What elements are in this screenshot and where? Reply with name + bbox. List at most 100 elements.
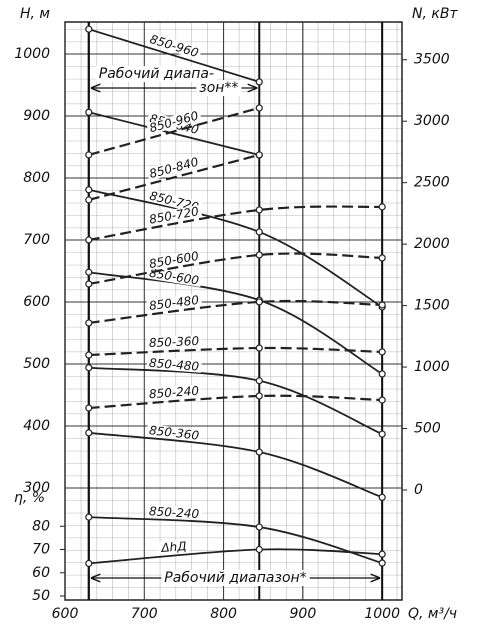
- y3-tick-label: 80: [32, 518, 50, 534]
- point: [378, 348, 386, 356]
- y2-tick-label: 3000: [414, 113, 450, 129]
- y3-tick-label: 60: [32, 565, 50, 581]
- range-label: Рабочий диапазон*: [164, 570, 306, 586]
- y-axis-title: H, м: [20, 6, 50, 22]
- point: [255, 344, 263, 352]
- point: [85, 186, 93, 194]
- x-axis-title: Q, м³/ч: [408, 606, 457, 622]
- minor-grid: [65, 22, 402, 600]
- label-bg: [146, 334, 202, 350]
- y3-tick-label: 70: [32, 542, 50, 558]
- y2-tick-label: 1000: [414, 359, 450, 375]
- curve-label: 850-480: [149, 356, 200, 374]
- point: [255, 228, 263, 236]
- y3-axis-title: η, %: [14, 490, 45, 506]
- label-bg: [146, 384, 202, 401]
- y2-axis-title: N, кВт: [412, 6, 458, 22]
- label-bg: [161, 570, 310, 586]
- power-curve: [88, 153, 260, 201]
- point: [85, 559, 93, 568]
- point: [255, 104, 263, 112]
- curve-label: 850-360: [148, 423, 200, 443]
- range-label: зон**: [199, 80, 238, 96]
- point: [85, 25, 93, 33]
- point: [255, 545, 263, 554]
- point: [255, 448, 263, 456]
- y2-tick-label: 0: [414, 482, 423, 498]
- label-bg: [146, 266, 203, 288]
- curve-label: ΔhД: [160, 539, 187, 555]
- y-tick-label: 800: [23, 170, 50, 186]
- point: [85, 280, 93, 288]
- point: [255, 78, 263, 86]
- y-tick-label: 1000: [14, 46, 50, 62]
- point: [255, 298, 263, 306]
- label-bg: [146, 155, 202, 181]
- point: [85, 319, 93, 327]
- y2-tick-label: 1500: [414, 298, 450, 314]
- label-bg: [146, 32, 203, 60]
- y-tick-label: 400: [23, 418, 50, 434]
- point: [85, 108, 93, 116]
- label-bg: [146, 356, 202, 373]
- x-tick-label: 700: [131, 606, 158, 622]
- label-bg: [196, 80, 242, 96]
- y2-tick-label: 2000: [414, 236, 450, 252]
- point: [378, 301, 386, 309]
- point: [255, 251, 263, 259]
- power-curve: [88, 299, 383, 325]
- point: [85, 151, 93, 159]
- label-bg: [146, 423, 203, 442]
- point: [378, 550, 386, 558]
- y-tick-label: 900: [23, 108, 50, 124]
- power-curve: [88, 106, 260, 156]
- head-curve: [88, 28, 260, 83]
- point: [85, 351, 93, 359]
- head-curve: [88, 111, 260, 156]
- point: [378, 493, 386, 501]
- y-tick-label: 700: [23, 232, 50, 248]
- y3-tick-label: 50: [32, 588, 50, 604]
- label-bg: [146, 204, 203, 227]
- y-tick-label: 300: [23, 480, 50, 496]
- point: [255, 523, 263, 531]
- point: [85, 236, 93, 244]
- point: [85, 404, 93, 412]
- point: [255, 206, 263, 214]
- point: [255, 392, 263, 400]
- range-label: Рабочий диапа-: [99, 66, 214, 82]
- point: [85, 513, 93, 521]
- x-tick-label: 800: [210, 606, 237, 622]
- point: [85, 196, 93, 204]
- label-bg: [146, 293, 202, 313]
- power-curve: [88, 252, 383, 286]
- point: [85, 364, 93, 372]
- point: [378, 559, 386, 567]
- curve-label: 850-240: [149, 504, 200, 521]
- y2-tick-label: 3500: [414, 52, 450, 68]
- x-tick-label: 1000: [364, 606, 400, 622]
- point: [255, 377, 263, 385]
- point: [378, 203, 386, 211]
- point: [255, 151, 263, 159]
- point: [85, 268, 93, 276]
- label-bg: [146, 249, 202, 271]
- curve-label: 850-480: [148, 293, 200, 313]
- y2-tick-label: 2500: [414, 175, 450, 191]
- y2-tick-label: 500: [414, 421, 441, 437]
- label-bg: [146, 505, 202, 521]
- x-tick-label: 600: [52, 606, 79, 622]
- point: [378, 370, 386, 378]
- curve-label: 850-360: [149, 334, 200, 350]
- curve-label: 850-240: [148, 384, 199, 402]
- y-tick-label: 600: [23, 294, 50, 310]
- y-tick-label: 500: [23, 356, 50, 372]
- x-tick-label: 900: [290, 606, 317, 622]
- label-bg: [146, 108, 202, 135]
- point: [378, 396, 386, 404]
- point: [85, 429, 93, 437]
- point: [378, 430, 386, 438]
- label-bg: [95, 66, 218, 82]
- point: [378, 254, 386, 262]
